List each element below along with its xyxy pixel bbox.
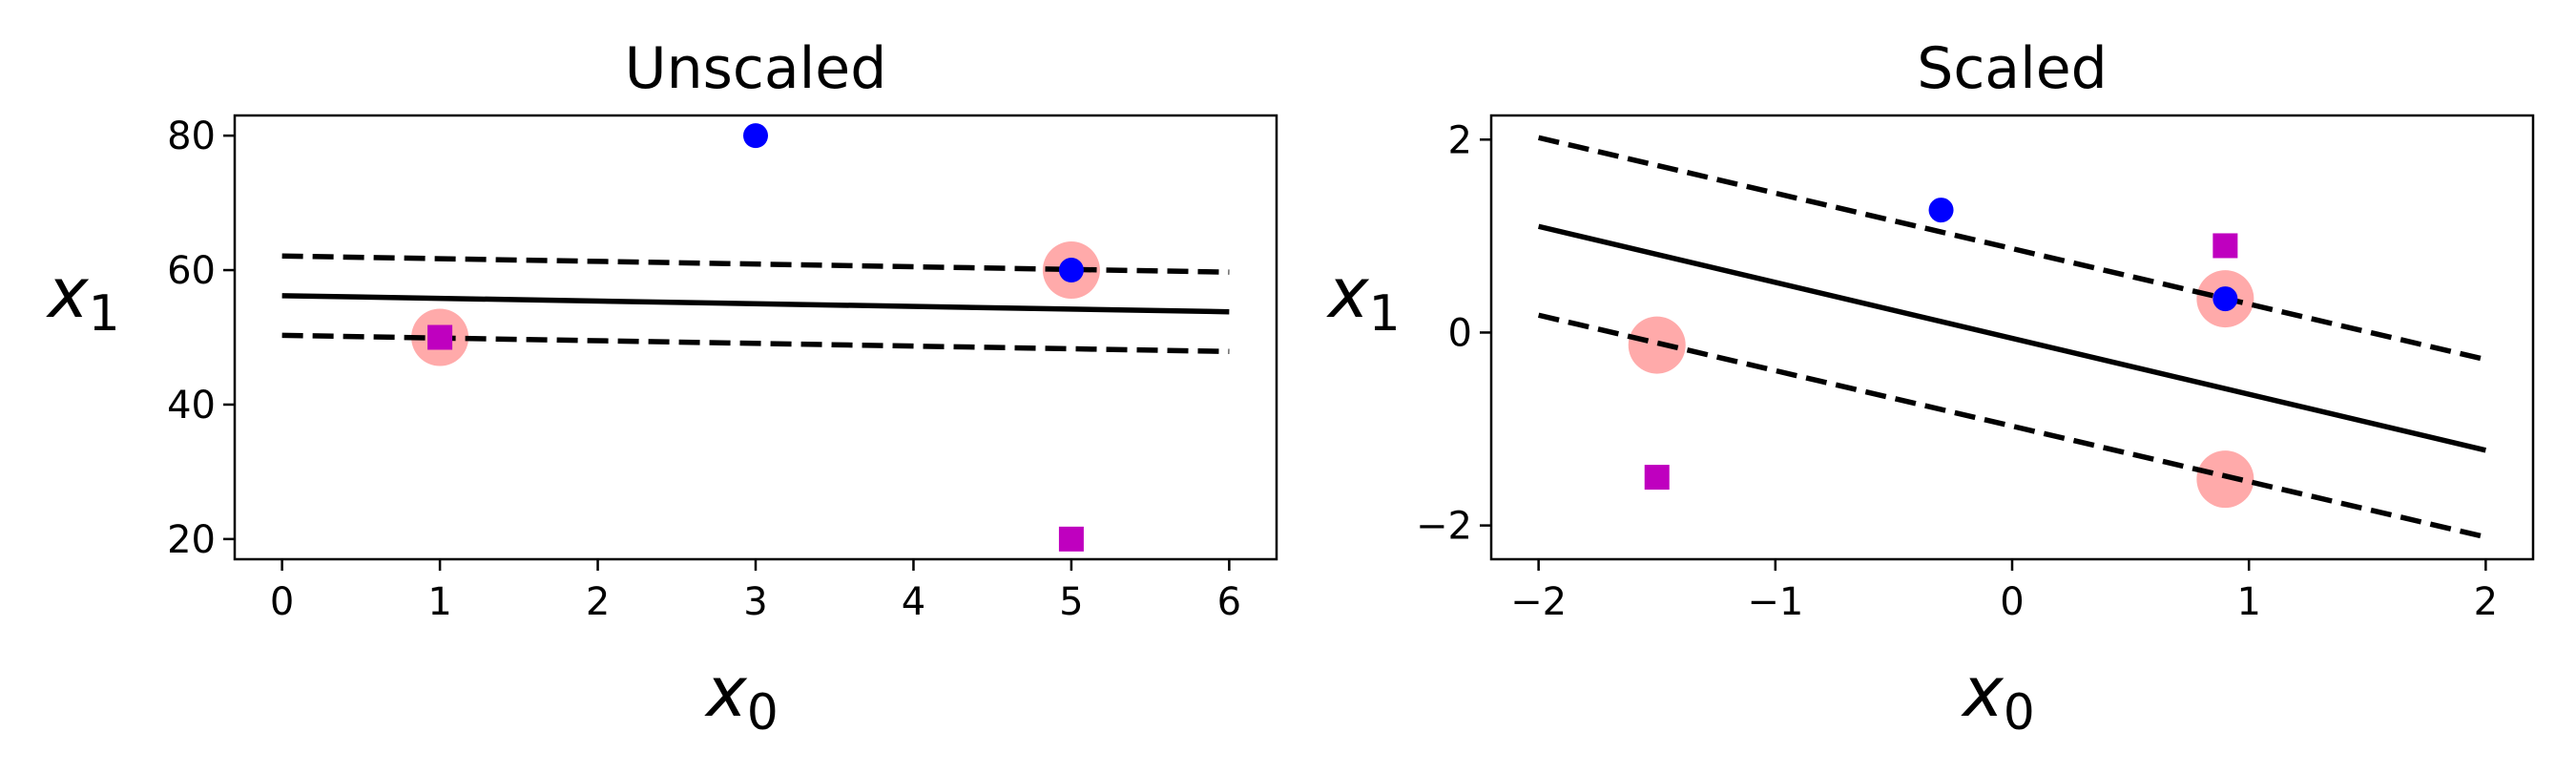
unscaled-x-tick-label: 4 — [902, 580, 925, 624]
scaled-x-tick-label: −1 — [1747, 580, 1803, 624]
scaled-margin-line-2 — [1538, 312, 2486, 540]
scaled-panel: Scaled −2 −1 0 1 2 −2 0 2 x0 x1 — [1326, 35, 2535, 742]
scaled-x-axis-label-subscript: 0 — [2004, 684, 2035, 742]
scaled-x-tick-label: −2 — [1510, 580, 1567, 624]
scaled-y-tick-label: 2 — [1448, 118, 1472, 162]
unscaled-square-point-0 — [427, 324, 453, 350]
unscaled-y-tick-label: 20 — [167, 518, 216, 562]
unscaled-x-axis-label: x0 — [704, 652, 779, 742]
scaled-x-axis-label: x0 — [1961, 652, 2035, 742]
scaled-x-tick-label: 0 — [2000, 580, 2024, 624]
scaled-support-vector-2 — [2196, 450, 2254, 509]
scaled-square-point-0 — [1644, 465, 1670, 491]
unscaled-x-tick-label: 2 — [586, 580, 610, 624]
scaled-support-vector-0 — [1628, 316, 1686, 374]
unscaled-margin-line-1 — [281, 253, 1230, 275]
scaled-y-axis-label: x1 — [1326, 253, 1401, 343]
unscaled-y-axis-label-subscript: 1 — [89, 285, 120, 343]
unscaled-y-tick-label: 80 — [167, 115, 216, 158]
unscaled-y-tick-label: 60 — [167, 249, 216, 293]
scaled-circle-point-1 — [2212, 286, 2238, 312]
unscaled-y-tick-label: 40 — [167, 384, 216, 428]
scaled-title: Scaled — [1917, 35, 2108, 102]
scaled-y-axis-label-subscript: 1 — [1369, 285, 1401, 343]
scaled-circle-point-0 — [1928, 198, 1954, 223]
unscaled-circle-point-1 — [1058, 258, 1084, 283]
unscaled-circle-point-0 — [743, 123, 768, 149]
unscaled-x-tick-label: 0 — [270, 580, 294, 624]
scaled-decision-boundary — [1538, 223, 2486, 453]
unscaled-decision-boundary — [281, 293, 1230, 315]
scaled-y-tick-label: 0 — [1448, 311, 1472, 355]
scaled-square-point-1 — [2212, 233, 2238, 259]
unscaled-x-tick-label: 5 — [1059, 580, 1083, 624]
scaled-x-tick-label: 1 — [2236, 580, 2260, 624]
unscaled-square-point-1 — [1058, 526, 1084, 552]
scaled-margin-line-1 — [1538, 135, 2486, 363]
unscaled-panel: Unscaled 0 1 2 3 4 5 6 20 40 60 80 x0 x1 — [46, 35, 1278, 742]
unscaled-x-tick-label: 6 — [1217, 580, 1241, 624]
unscaled-x-tick-label: 1 — [427, 580, 451, 624]
unscaled-x-axis-label-subscript: 0 — [747, 684, 779, 742]
unscaled-x-tick-label: 3 — [743, 580, 767, 624]
unscaled-y-axis-label: x1 — [46, 253, 120, 343]
scaled-y-tick-label: −2 — [1416, 505, 1472, 549]
unscaled-title: Unscaled — [625, 35, 887, 102]
scaled-x-tick-label: 2 — [2474, 580, 2498, 624]
